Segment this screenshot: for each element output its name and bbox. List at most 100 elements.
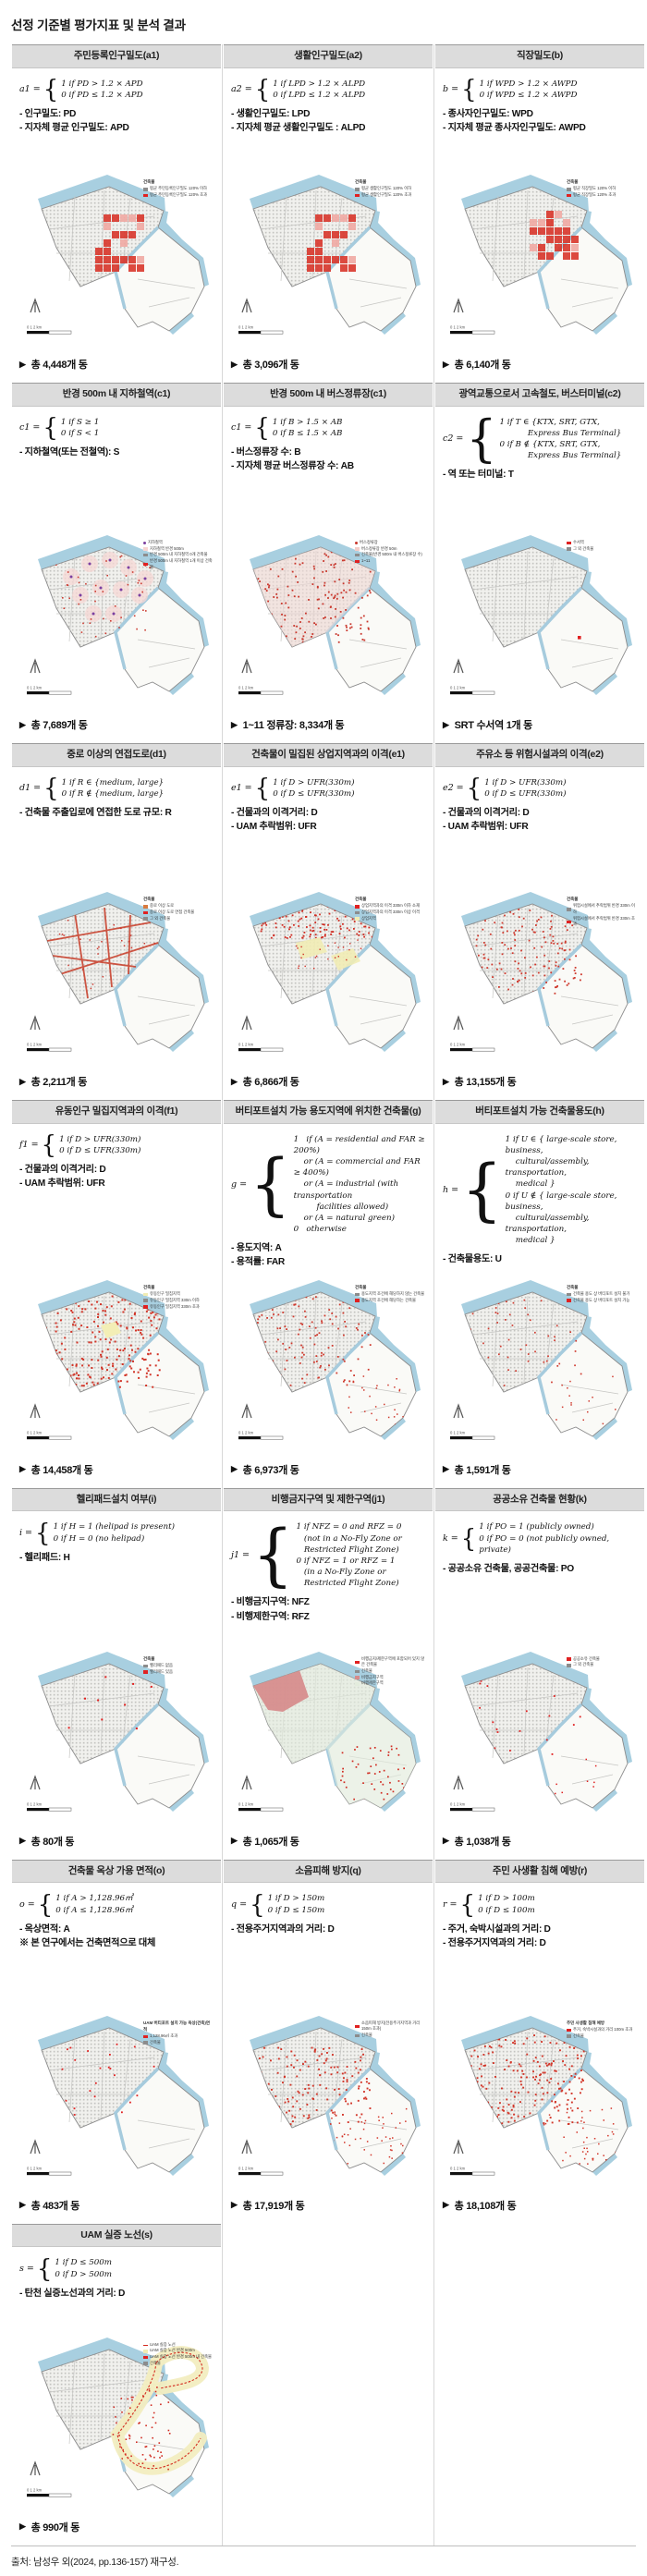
legend-label: 평균 직장밀도 120% 초과 [573,192,616,198]
legend-item: 비행금지구역 [355,1675,425,1681]
legend-item: UAM 실증 노선 [143,2342,214,2349]
north-arrow-icon [30,2460,41,2475]
scale-bar: 0 1 2 km [238,686,284,695]
north-arrow-icon [453,298,464,313]
criterion-notes: - 용도지역: A - 용적률: FAR [231,1241,425,1270]
scale-bar: 0 1 2 km [27,2487,72,2497]
criterion-formula: a2 ={1 if LPD > 1.2 × ALPD 0 if LPD ≤ 1.… [231,77,425,102]
north-arrow-icon [453,2138,464,2154]
criterion-title: 소음피해 방지(q) [224,1859,433,1884]
legend-item: 상업지역과의 이격 330m 이하 소재 [355,903,425,910]
legend-swatch [143,1305,148,1309]
result-line: ▶ SRT 수서역 1개 동 [434,714,645,739]
legend-item: 평균 직장밀도 120% 이하 [567,186,637,192]
criterion-body: a2 ={1 if LPD > 1.2 × ALPD 0 if LPD ≤ 1.… [223,68,433,353]
formula-brace: { [43,413,58,443]
criterion-cell: 헬리패드설치 여부(i) i ={1 if H = 1 (helipad is p… [11,1487,222,1860]
legend-item: 건축물 용도 상 버티포트 설치 불가 [567,1291,637,1298]
legend-label: 건축물 용도 상 버티포트 설치 불가 [573,1291,630,1297]
legend-title: 건축물 [355,1284,367,1289]
map-legend: 건축물 평균 주민등록인구밀도 120% 이하 평균 주민등록인구밀도 120% 초… [143,179,214,199]
legend-label: 유동인구 밀집지역 [150,1291,180,1297]
formula-brace: { [43,774,59,803]
criterion-title: 유동인구 밀집지역과의 이격(f1) [12,1100,221,1124]
scale-bar: 0 1 2 km [238,1043,284,1052]
criterion-body: e2 ={1 if D > UFR(330m) 0 if D ≤ UFR(330… [434,767,645,1070]
formula-lhs: f1 = [19,1140,39,1151]
legend-label: UAM 실증 노선 반경 500m 내 건축물 [150,2354,212,2360]
legend-label: 반경 500m 내 지하철역 0개 건축물 [150,552,208,557]
north-arrow-icon [241,1015,252,1031]
formula-lines: 1 if U ∈ { large-scale store, business, … [505,1134,617,1246]
result-line: ▶ 총 17,919개 동 [223,2194,433,2220]
result-arrow-icon: ▶ [231,1076,238,1086]
legend-title: 건축물 [143,1284,155,1289]
formula-lhs: k = [443,1533,458,1544]
legend-label: 상업지역과의 이격 330m 이상 이격 [361,910,420,915]
formula-lines: 1 if T ∈ {KTX, SRT, GTX, Express Bus Ter… [499,417,622,461]
map-legend: 비행금지/제한구역에 포함되어 있지 않은 건축물 건축물 비행금지구역 비행제한구역 [355,1656,425,1687]
legend-swatch [143,562,148,567]
criterion-note: - 버스정류장 수: B [231,446,301,458]
criterion-title: 주민 사생활 침해 예방(r) [435,1859,644,1884]
map-legend: 버스정류장 버스정류장 반경 50m 건축물(반경 500m 내 버스정류장 수) 1… [355,540,425,565]
criterion-map: 0 1 2 km 건축물 중로 이상 도로 중로 이상 도로 연접 건축물 그 외 건축… [19,885,214,1070]
criterion-formula: a1 ={1 if PD > 1.2 × APD 0 if PD ≤ 1.2 ×… [19,75,214,104]
legend-swatch [355,1676,360,1679]
criterion-note: - 지하철역(또는 전철역): S [19,446,120,458]
legend-title: 주민 사생활 침해 예방 [567,2020,605,2025]
result-text: 총 13,155개 동 [454,1077,517,1088]
result-arrow-icon: ▶ [231,2200,238,2210]
criterion-notes: - 공공소유 건축물, 공공건축물: PO [443,1562,637,1576]
legend-swatch [355,2033,360,2038]
svg-text:0 1 2 km: 0 1 2 km [238,1430,254,1435]
formula-brace: { [250,1889,265,1920]
result-arrow-icon: ▶ [231,1836,238,1846]
north-arrow-icon [30,2138,41,2154]
criterion-cell: 주유소 등 위험시설과의 이격(e2) e2 ={1 if D > UFR(330… [433,743,645,1100]
legend-swatch [143,547,148,551]
north-arrow-icon [453,1402,464,1418]
map-legend: 지하철역 지하철역 반경 500m 반경 500m 내 지하철역 0개 건축물 반경 … [143,540,214,570]
legend-swatch [143,553,148,557]
result-line: ▶ 1~11 정류장: 8,334개 동 [223,714,433,739]
legend-item: 위험시설에서 추락범위 반경 330m 초과 [567,916,637,928]
criterion-formula: g ={1 if (A = residential and FAR ≥ 200%… [231,1134,425,1236]
result-text: 총 3,096개 동 [242,360,299,371]
map-legend: 건축물 건축물 용도 상 버티포트 설치 불가 건축물 용도 상 버티포트 설치 가… [567,1285,637,1304]
criterion-cell: UAM 실증 노선(s) s ={1 if D ≤ 500m 0 if D > 5… [11,2223,222,2545]
formula-brace: { [250,1143,291,1224]
criterion-body: a1 ={1 if PD > 1.2 × APD 0 if PD ≤ 1.2 ×… [11,68,222,353]
formula-brace: { [461,1149,503,1229]
legend-label: 공공소유 건축물 [573,1655,600,1661]
legend-swatch [143,541,146,544]
criterion-body: r ={1 if D > 100m 0 if D ≤ 100m - 주거, 숙박시… [434,1883,645,2193]
legend-item: 버스정류장 반경 50m [355,546,425,553]
criterion-map: 0 1 2 km 공공소유 건축물 그 외 건축물 [443,1645,637,1830]
legend-swatch [143,2355,148,2360]
legend-swatch [355,1299,360,1303]
district-map-svg: 0 1 2 km [238,892,421,1052]
legend-item: 상업지역과의 이격 330m 이상 이격 [355,910,425,916]
legend-swatch [143,1664,148,1668]
legend-label: UAM 실증 노선 [150,2341,176,2347]
legend-item: 공공소유 건축물 [567,1656,637,1663]
north-arrow-icon [241,1402,252,1418]
formula-brace: { [43,75,59,104]
result-text: 총 1,591개 동 [454,1464,511,1476]
map-legend: 건축물 헬리패드 없음 헬리패드 있음 [143,1656,214,1676]
legend-label: 버스정류장 반경 50m [361,545,397,551]
formula-lhs: c1 = [19,422,41,433]
result-line: ▶ 총 14,458개 동 [11,1459,222,1484]
result-arrow-icon: ▶ [19,2200,26,2210]
criterion-cell: 반경 500m 내 버스정류장(c1) c1 ={1 if B > 1.5 × A… [222,383,433,743]
criterion-body: s ={1 if D ≤ 500m 0 if D > 500m - 탄천 실증노선… [11,2247,222,2515]
formula-lhs: d1 = [19,783,42,794]
result-arrow-icon: ▶ [19,1464,26,1474]
map-legend: 소음피해 방지(전용주거지역과 거리 150m 초과) 건축물 [355,2021,425,2039]
criterion-cell: 광역교통으로서 고속철도, 버스터미널(c2) c2 ={1 if T ∈ {KT… [433,383,645,743]
criterion-title: UAM 실증 노선(s) [12,2223,221,2248]
criterion-cell: 버티포트설치 가능 건축물용도(h) h ={1 if U ∈ { large-s… [433,1100,645,1488]
legend-label: 용도지역 조건에 해당하는 건축물 [361,1297,416,1302]
legend-label: 평균 직장밀도 120% 이하 [573,186,616,191]
